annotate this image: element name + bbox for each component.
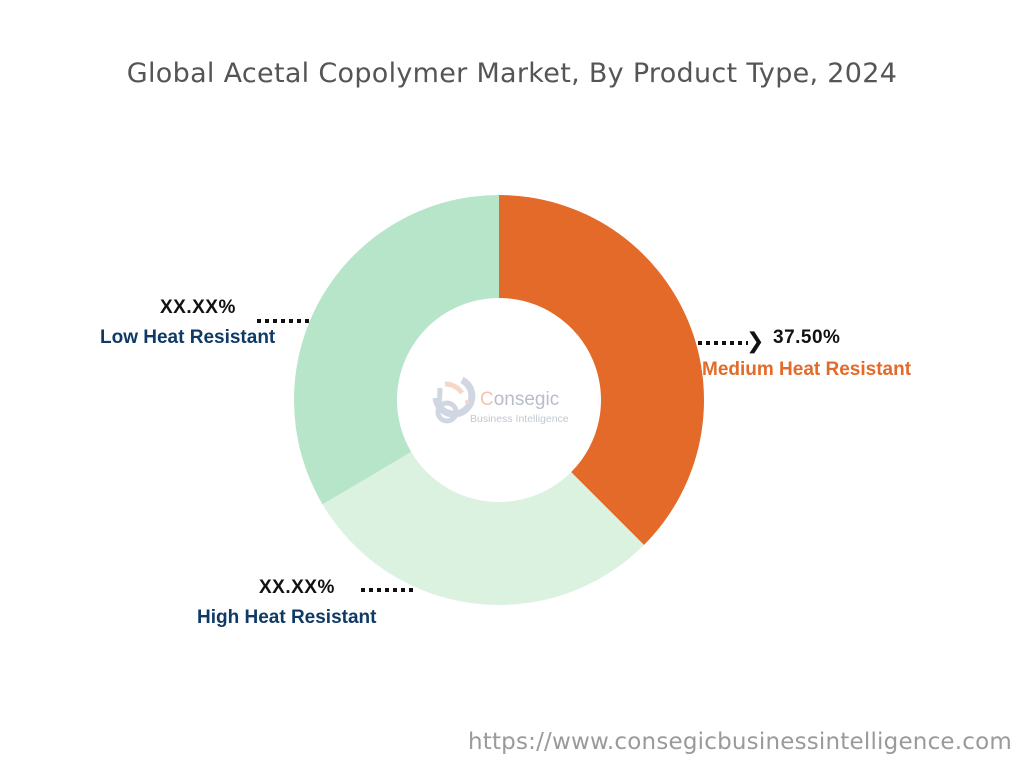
slice-low-heat-resistant xyxy=(294,195,499,505)
category-label-low: Low Heat Resistant xyxy=(100,327,276,348)
leader-line-medium xyxy=(698,341,748,345)
slice-high-heat-resistant xyxy=(322,451,644,605)
logo-mark-icon xyxy=(432,376,476,424)
slice-medium-heat-resistant xyxy=(499,195,704,545)
watermark-logo: Consegic Business Intelligence xyxy=(418,383,588,433)
leader-line-high xyxy=(361,588,413,592)
value-label-medium: 37.50% xyxy=(773,327,841,348)
donut-slices xyxy=(294,195,704,605)
source-url: https://www.consegicbusinessintelligence… xyxy=(467,729,1012,755)
logo-subtitle: Business Intelligence xyxy=(470,413,569,425)
leader-line-low xyxy=(257,319,309,323)
value-label-high: XX.XX% xyxy=(259,577,335,598)
category-label-high: High Heat Resistant xyxy=(197,607,377,628)
arrow-right-icon: ❯ xyxy=(746,329,765,354)
value-label-low: XX.XX% xyxy=(160,297,236,318)
logo-name: Consegic xyxy=(480,389,560,410)
chart-title: Global Acetal Copolymer Market, By Produ… xyxy=(126,58,898,89)
category-label-medium: Medium Heat Resistant xyxy=(702,359,912,380)
